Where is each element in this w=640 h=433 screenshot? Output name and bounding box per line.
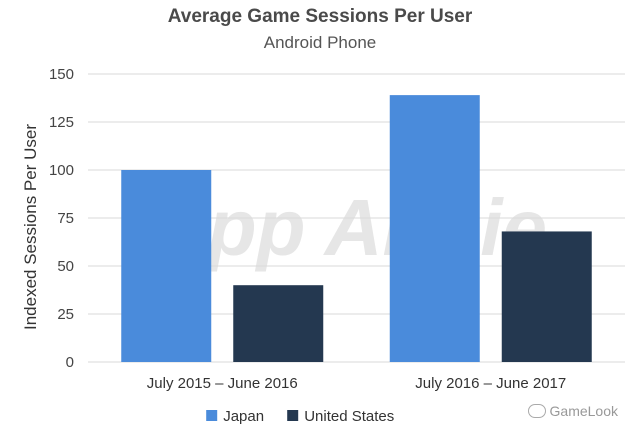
wechat-icon (527, 404, 546, 418)
legend-swatch (287, 410, 299, 421)
y-axis-label: Indexed Sessions Per User (21, 124, 40, 330)
bar-united-states (501, 231, 592, 362)
legend-label: Japan (223, 408, 264, 425)
watermark: App Annie (148, 183, 547, 272)
bar-japan (121, 170, 212, 362)
legend-swatch (206, 410, 218, 421)
y-tick-label: 25 (57, 306, 74, 323)
y-tick-label: 100 (49, 162, 74, 179)
chart-subtitle: Android Phone (263, 33, 377, 52)
legend-label: United States (304, 408, 394, 425)
y-tick-label: 0 (66, 354, 74, 371)
bar-japan (389, 95, 480, 363)
y-tick-label: 125 (49, 114, 74, 131)
y-tick-label: 75 (57, 210, 74, 227)
x-category-label: July 2015 – June 2016 (147, 375, 298, 392)
x-category-label: July 2016 – June 2017 (415, 375, 566, 392)
bar-united-states (233, 285, 324, 362)
source-mark: GameLook (527, 403, 618, 419)
source-mark-label: GameLook (549, 403, 618, 419)
chart-title: Average Game Sessions Per User (167, 6, 473, 27)
y-tick-label: 50 (57, 258, 74, 275)
y-tick-label: 150 (49, 66, 74, 83)
